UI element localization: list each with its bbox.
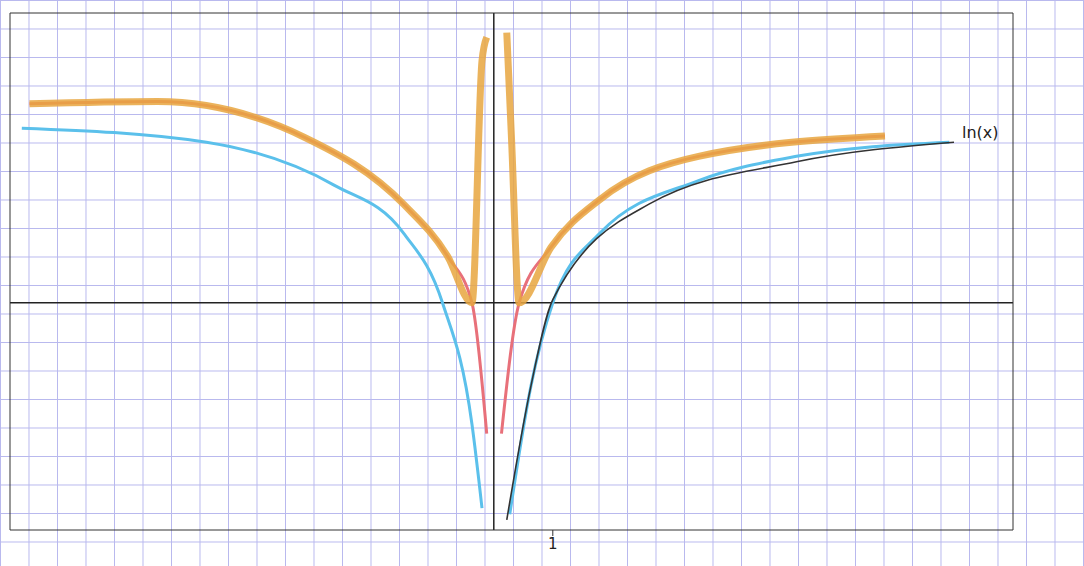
svg-text:1: 1 bbox=[548, 535, 558, 553]
svg-text:ln(x): ln(x) bbox=[962, 123, 999, 142]
